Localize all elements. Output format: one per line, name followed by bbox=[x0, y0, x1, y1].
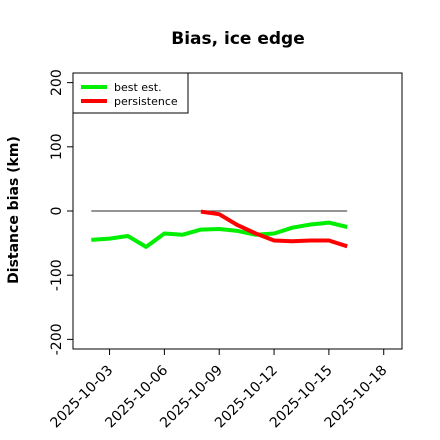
series-line-persistence bbox=[200, 209, 348, 249]
chart-title: Bias, ice edge bbox=[171, 29, 305, 49]
y-axis-label: Distance bias (km) bbox=[6, 136, 22, 284]
y-tick-label: 100 bbox=[49, 133, 65, 160]
legend-label: best est. bbox=[114, 81, 162, 94]
x-axis: 2025-10-032025-10-062025-10-092025-10-12… bbox=[48, 349, 391, 431]
y-tick-label: -100 bbox=[49, 259, 65, 291]
legend-box bbox=[72, 72, 189, 114]
series-line-best-est bbox=[91, 220, 348, 249]
legend: best est.persistence bbox=[72, 72, 189, 114]
legend-label: persistence bbox=[114, 95, 178, 108]
series-layer bbox=[91, 209, 348, 249]
y-tick-label: 0 bbox=[49, 207, 65, 216]
y-tick-label: -200 bbox=[49, 323, 65, 355]
y-tick-label: 200 bbox=[49, 69, 65, 96]
y-axis: -200 -100 0 100 200 bbox=[49, 69, 73, 355]
